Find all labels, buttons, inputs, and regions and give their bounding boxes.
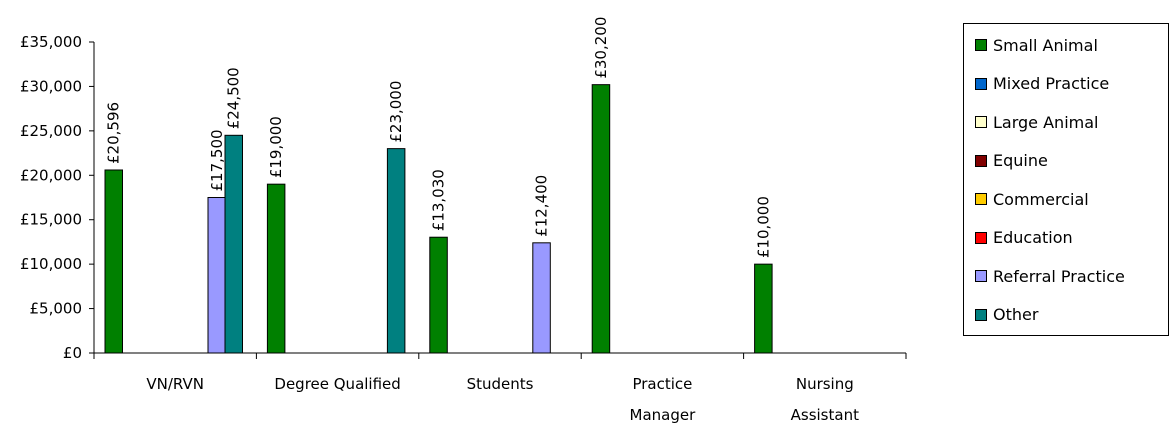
legend-swatch (975, 77, 987, 90)
x-tick-label: Nursing (796, 375, 854, 393)
y-tick-label: £25,000 (20, 122, 82, 140)
data-label: £23,000 (387, 81, 405, 143)
legend-swatch (975, 39, 987, 51)
legend-label: Education (993, 228, 1073, 247)
data-label: £19,000 (267, 116, 285, 178)
data-label: £12,400 (533, 175, 551, 237)
data-label: £13,030 (430, 169, 448, 231)
bar (591, 84, 611, 354)
legend-label: Commercial (993, 189, 1089, 209)
axes: £0 £5,000 £10,000 £15,000 £20,000 £25,000 £30,… (20, 33, 907, 424)
data-label: £17,500 (208, 129, 226, 191)
legend-label: Large Animal (993, 112, 1099, 132)
y-tick-label: £5,000 (30, 300, 83, 318)
bar (207, 197, 226, 354)
x-tick-label: Practice (632, 375, 692, 393)
y-tick-label: £30,000 (20, 77, 82, 95)
data-label: £24,500 (225, 67, 243, 129)
legend-swatch (975, 231, 987, 244)
y-tick-label: £20,000 (20, 166, 82, 184)
x-tick-label: Students (467, 375, 534, 393)
legend-label: Small Animal (993, 35, 1098, 55)
y-tick-label: £0 (63, 344, 82, 362)
data-label: £30,200 (592, 17, 610, 79)
legend-swatch (975, 270, 987, 282)
legend-item: Equine (975, 151, 1048, 171)
bars (104, 84, 773, 354)
x-tick-label: Assistant (791, 406, 859, 424)
bar (224, 134, 243, 354)
legend-label: Other (993, 305, 1039, 324)
data-label: £20,596 (105, 102, 123, 164)
data-label: £10,000 (754, 196, 772, 258)
x-tick-label: Manager (630, 406, 697, 424)
bar-chart: £20,596 £19,000 £13,030 £30,200 £10,000 £17,5… (20, 17, 907, 424)
legend-item: Education (975, 228, 1073, 248)
legend-label: Referral Practice (993, 266, 1125, 286)
legend-swatch (975, 308, 987, 321)
bar (429, 236, 448, 354)
bar (266, 183, 286, 354)
legend-item: Large Animal (975, 112, 1098, 132)
bar (386, 148, 406, 354)
legend-item: Mixed Practice (975, 74, 1109, 94)
legend-swatch (975, 193, 987, 205)
bar (532, 242, 551, 354)
legend-swatch (975, 116, 987, 128)
legend-item: Other (975, 305, 1038, 325)
legend-item: Small Animal (975, 35, 1098, 55)
y-tick-label: £10,000 (20, 255, 82, 273)
bar (104, 169, 123, 354)
bar (754, 263, 773, 354)
legend-item: Commercial (975, 189, 1089, 209)
legend-swatch (975, 154, 987, 167)
y-tick-label: £35,000 (20, 33, 82, 51)
legend: Small Animal Mixed Practice Large Animal Eq… (963, 23, 1169, 336)
y-tick-label: £15,000 (20, 211, 82, 229)
x-tick-label: VN/RVN (146, 375, 204, 393)
x-tick-label: Degree Qualified (274, 375, 400, 393)
legend-label: Equine (993, 151, 1048, 170)
data-labels: £20,596 £19,000 £13,030 £30,200 £10,000 £17,5… (105, 17, 773, 259)
legend-item: Referral Practice (975, 266, 1125, 286)
legend-label: Mixed Practice (993, 74, 1110, 93)
